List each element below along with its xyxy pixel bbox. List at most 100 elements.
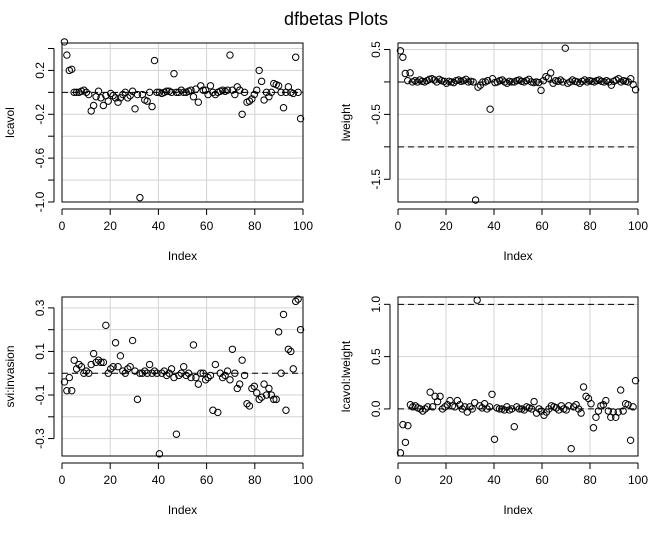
svi-invasion-point <box>245 402 254 410</box>
svi-invasion-point <box>277 369 285 377</box>
lweight-point <box>559 78 567 86</box>
svi-invasion-point <box>128 336 137 345</box>
lcavol-point <box>201 86 210 94</box>
svi-invasion-point <box>70 356 78 364</box>
lcavol-y-tick-label: -0.6 <box>33 147 47 168</box>
lcavol-point <box>99 101 108 110</box>
lcavol-point <box>223 86 232 94</box>
lweight-point <box>471 196 480 204</box>
lcavol-point <box>143 97 151 105</box>
lweight-point <box>566 78 574 86</box>
svi-invasion-point <box>231 369 239 377</box>
lweight-point <box>607 81 616 89</box>
lcavol-point <box>257 77 266 86</box>
svi-invasion-x-tick-label: 80 <box>248 473 262 487</box>
lcavol-lweight-point <box>485 403 494 411</box>
lcavol-point <box>197 82 205 90</box>
lcavol-lweight-point <box>495 405 504 413</box>
lcavol-lweight-point <box>404 421 412 430</box>
lweight-point <box>556 76 565 84</box>
svi-invasion-y-tick-label: -0.3 <box>33 428 47 449</box>
lcavol-point <box>82 88 91 97</box>
lweight-x-tick-label: 0 <box>395 219 402 233</box>
lcavol-point <box>148 102 156 111</box>
svi-invasion-point <box>148 369 156 377</box>
svi-invasion-point <box>72 365 81 373</box>
lcavol-point <box>177 86 185 94</box>
lcavol-lweight-point <box>515 405 523 413</box>
lcavol-point <box>231 90 239 99</box>
svi-invasion-point <box>228 345 237 353</box>
svi-invasion-point <box>211 360 220 369</box>
lcavol-x-tick-label: 100 <box>293 219 313 233</box>
svi-invasion-point <box>236 380 244 388</box>
svi-invasion-point <box>126 362 134 371</box>
svi-invasion-point <box>182 371 190 380</box>
lcavol-point <box>294 88 302 97</box>
lcavol-point <box>109 91 117 100</box>
lcavol-point <box>253 86 261 94</box>
lcavol-lweight-point <box>490 435 499 443</box>
lweight-point <box>403 76 412 85</box>
lcavol-lweight-point <box>426 388 434 396</box>
svi-invasion-point <box>243 400 251 408</box>
svi-invasion-y-label: svi:invasion <box>3 345 17 407</box>
lcavol-lweight-point <box>626 436 635 445</box>
lcavol-lweight-point <box>537 407 546 415</box>
lcavol-lweight-point <box>468 405 476 413</box>
lcavol-point <box>131 105 139 113</box>
lcavol-point <box>291 53 300 61</box>
lcavol-point <box>255 66 263 75</box>
svi-invasion-point <box>143 369 151 377</box>
svi-invasion-point <box>260 380 268 388</box>
lcavol-lweight-point <box>508 405 516 413</box>
svi-invasion-point <box>253 389 261 397</box>
lcavol-lweight-point <box>441 403 449 411</box>
panel-svi-invasion: 0 20 40 60 80 100 -0.3 -0.1 0.1 0.3 Index svi:invas… <box>3 295 313 517</box>
svi-invasion-point <box>218 373 227 382</box>
lweight-point <box>549 79 557 87</box>
lcavol-x-label: Index <box>168 249 197 263</box>
lcavol-point <box>267 88 276 97</box>
svi-invasion-point <box>262 391 271 399</box>
lcavol-point <box>94 87 103 95</box>
lcavol-lweight-point <box>582 392 590 401</box>
svi-invasion-point <box>92 358 100 367</box>
lcavol-lweight-point <box>428 403 437 411</box>
lweight-plot-frame <box>397 42 639 203</box>
lcavol-lweight-y-tick-label: 0.5 <box>369 348 383 365</box>
lweight-point <box>561 44 569 52</box>
lcavol-point <box>204 90 212 99</box>
svi-invasion-point <box>133 395 142 404</box>
lweight-y-label: lweight <box>339 103 353 141</box>
lcavol-plot-frame <box>61 42 304 203</box>
svi-invasion-point <box>184 369 193 377</box>
svi-invasion-y-tick-label: -0.1 <box>33 384 47 405</box>
svi-invasion-point <box>294 295 302 303</box>
lcavol-lweight-point <box>483 405 491 413</box>
lweight-point <box>401 69 409 78</box>
lweight-point <box>537 86 545 95</box>
svi-invasion-y-tick-label: 0.1 <box>33 343 47 360</box>
lweight-point <box>479 78 487 86</box>
svi-invasion-point <box>111 339 120 347</box>
lcavol-point <box>265 93 273 101</box>
lcavol-lweight-point <box>602 396 610 405</box>
lcavol-lweight-point <box>456 401 464 409</box>
lweight-point <box>469 78 477 86</box>
svi-invasion-y-tick-label: 0.3 <box>33 299 47 316</box>
svi-invasion-point <box>167 365 176 373</box>
lweight-point <box>433 78 441 86</box>
lcavol-lweight-point <box>421 405 429 413</box>
lcavol-lweight-point <box>436 392 444 401</box>
lcavol-point <box>172 88 181 97</box>
svi-invasion-point <box>272 395 280 404</box>
lcavol-point <box>240 88 249 97</box>
svi-invasion-point <box>109 362 117 371</box>
lcavol-point <box>72 88 81 97</box>
lweight-point <box>503 79 511 87</box>
lweight-x-tick-label: 60 <box>535 219 549 233</box>
svi-invasion-point <box>199 369 207 377</box>
lcavol-y-label: lcavol <box>3 107 17 138</box>
lcavol-lweight-point <box>619 407 627 415</box>
